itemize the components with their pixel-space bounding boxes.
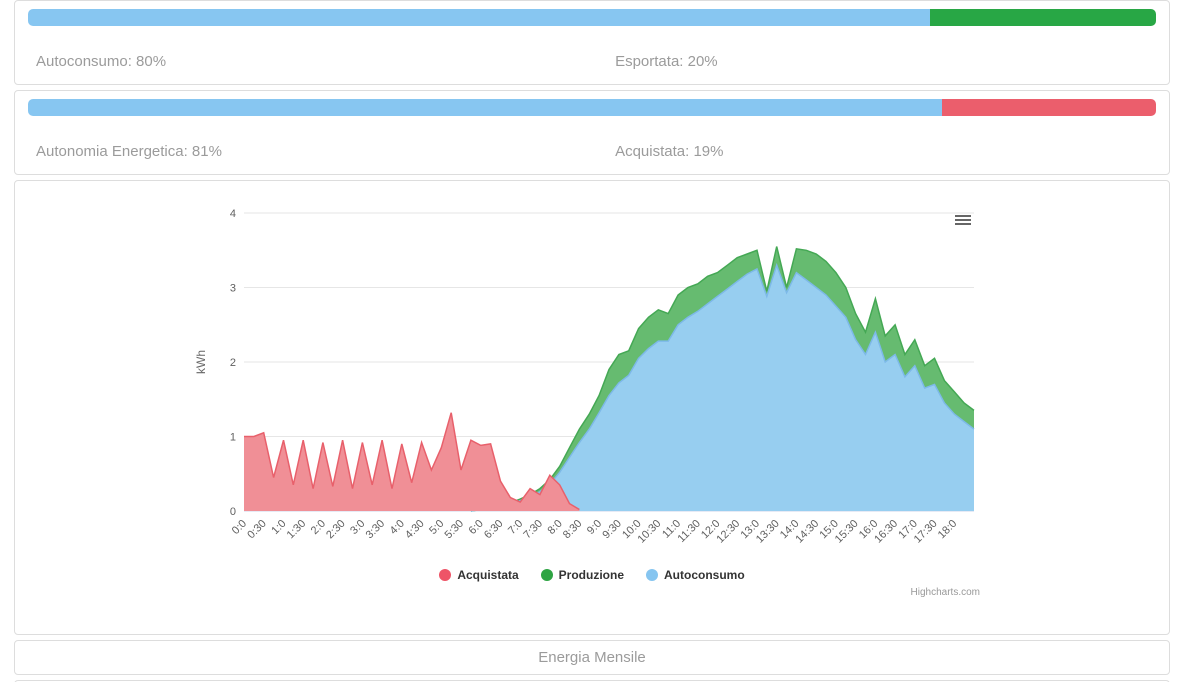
- svg-text:11:30: 11:30: [676, 518, 703, 545]
- legend-dot-autoconsumo: [646, 569, 659, 581]
- acquistata-label: Acquistata: 19%: [615, 143, 724, 160]
- energia-mensile-title: Energia Mensile: [538, 649, 646, 666]
- svg-text:1:30: 1:30: [285, 518, 309, 542]
- svg-text:8:30: 8:30: [561, 518, 585, 542]
- autoconsumo-progress-bar: [28, 9, 1156, 26]
- svg-text:17:30: 17:30: [912, 518, 940, 546]
- svg-text:2: 2: [230, 357, 236, 369]
- legend-label-autoconsumo: Autoconsumo: [664, 568, 745, 582]
- hamburger-icon: [955, 215, 971, 217]
- legend-dot-acquistata: [439, 569, 452, 581]
- svg-text:9:30: 9:30: [600, 518, 624, 542]
- svg-text:14:30: 14:30: [793, 518, 821, 546]
- legend-item-produzione[interactable]: Produzione: [540, 568, 625, 582]
- svg-text:7:30: 7:30: [521, 518, 545, 542]
- svg-text:1: 1: [230, 432, 236, 444]
- svg-text:15:30: 15:30: [833, 518, 861, 546]
- svg-text:3: 3: [230, 283, 236, 295]
- autonomia-label: Autonomia Energetica: 81%: [36, 143, 222, 160]
- autoconsumo-panel: Autoconsumo: 80% Esportata: 20%: [14, 0, 1170, 85]
- legend-dot-produzione: [540, 569, 553, 581]
- svg-text:4:30: 4:30: [403, 518, 427, 542]
- autoconsumo-progress-fill: [28, 9, 931, 26]
- svg-text:10:30: 10:30: [635, 518, 663, 546]
- chart-context-menu-button[interactable]: [955, 215, 971, 227]
- acquistata-progress-fill: [941, 99, 1156, 116]
- svg-text:12:30: 12:30: [714, 518, 742, 546]
- svg-text:3:30: 3:30: [364, 518, 388, 542]
- legend-label-acquistata: Acquistata: [457, 568, 519, 582]
- svg-text:kWh: kWh: [194, 350, 208, 374]
- esportata-label: Esportata: 20%: [615, 53, 718, 70]
- svg-text:0: 0: [230, 506, 236, 518]
- legend-item-acquistata[interactable]: Acquistata: [439, 568, 519, 582]
- autoconsumo-label: Autoconsumo: 80%: [36, 53, 167, 70]
- legend-label-produzione: Produzione: [558, 568, 625, 582]
- chart-legend: Acquistata Produzione Autoconsumo: [15, 568, 1169, 582]
- autonomia-footer: Autonomia Energetica: 81% Acquistata: 19…: [15, 116, 1169, 174]
- svg-text:16:30: 16:30: [872, 518, 900, 546]
- svg-text:6:30: 6:30: [482, 518, 506, 542]
- autonomia-progress-bar: [28, 99, 1156, 116]
- highcharts-credits-link[interactable]: Highcharts.com: [910, 587, 980, 598]
- energia-mensile-panel: Energia Mensile: [14, 640, 1170, 675]
- svg-text:0:30: 0:30: [245, 518, 269, 542]
- autonomia-progress-fill: [28, 99, 942, 116]
- svg-text:4: 4: [230, 208, 236, 220]
- esportata-progress-fill: [930, 9, 1156, 26]
- svg-text:2:30: 2:30: [324, 518, 348, 542]
- svg-text:13:30: 13:30: [754, 518, 782, 546]
- legend-item-autoconsumo[interactable]: Autoconsumo: [646, 568, 745, 582]
- energia-giornaliera-chart-panel: 0 1 2 3 4 0:0 0:30 1:0 1:30 2:0 2:30 3:0 3:30 4:0 4:30…: [14, 180, 1170, 635]
- svg-text:5:30: 5:30: [443, 518, 467, 542]
- svg-text:18:0: 18:0: [936, 518, 960, 542]
- autonomia-panel: Autonomia Energetica: 81% Acquistata: 19…: [14, 90, 1170, 175]
- autoconsumo-footer: Autoconsumo: 80% Esportata: 20%: [15, 26, 1169, 84]
